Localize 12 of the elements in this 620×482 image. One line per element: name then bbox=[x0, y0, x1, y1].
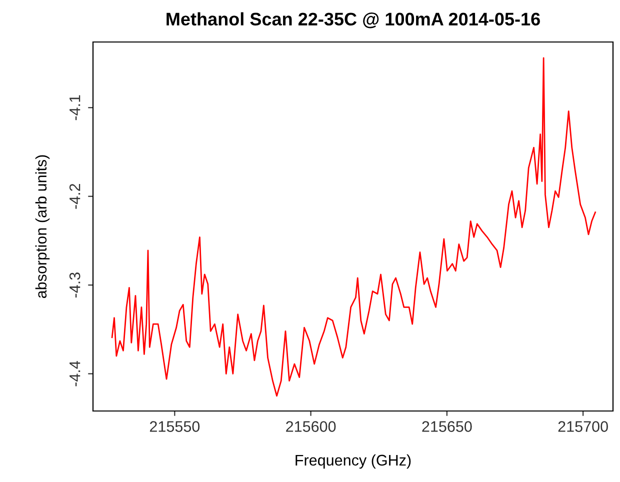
x-tick-label: 215550 bbox=[150, 421, 200, 432]
y-tick-label: -4.4 bbox=[70, 361, 80, 386]
y-axis-title: absorption (arb units) bbox=[35, 155, 50, 298]
y-tick-label: -4.2 bbox=[69, 184, 80, 209]
x-tick-label: 215600 bbox=[286, 421, 336, 432]
line-series bbox=[111, 57, 596, 397]
x-tick-label: 215700 bbox=[558, 421, 608, 432]
y-tick-label: -4.1 bbox=[70, 95, 80, 120]
x-axis-title: Frequency (GHz) bbox=[296, 454, 411, 469]
chart-title: Methanol Scan 22-35C @ 100mA 2014-05-16 bbox=[166, 12, 540, 28]
y-tick-label: -4.3 bbox=[69, 272, 80, 298]
x-tick-label: 215650 bbox=[422, 421, 472, 432]
